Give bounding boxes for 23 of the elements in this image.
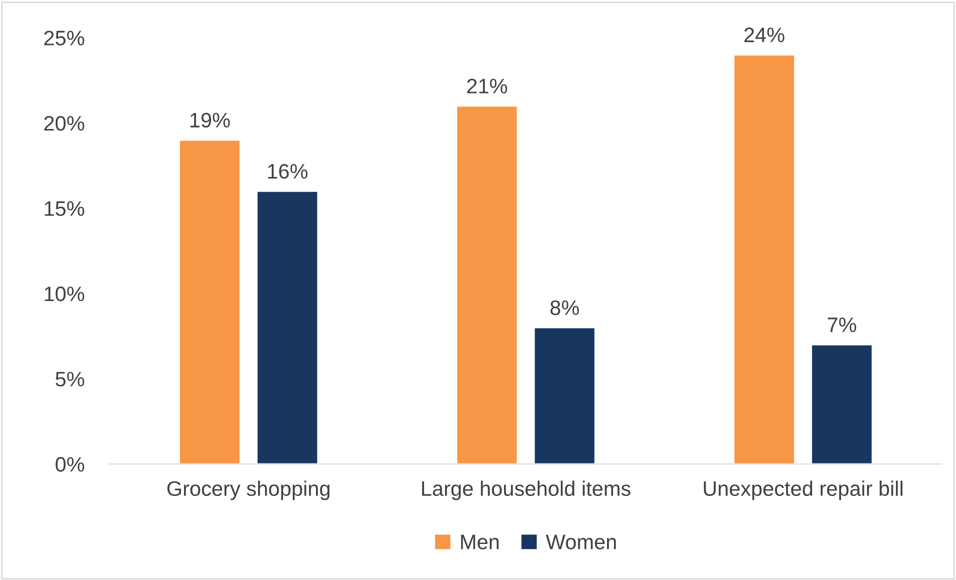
y-tick-label: 0%: [56, 457, 84, 472]
bar: [178, 139, 241, 464]
bar: [810, 344, 874, 464]
text: 8%: [550, 300, 579, 316]
text: 7%: [828, 318, 856, 332]
text: 24%: [744, 28, 784, 42]
y-tick-label: 15%: [44, 201, 84, 216]
y-tick-label: 20%: [44, 116, 84, 131]
text: 19%: [190, 112, 230, 128]
text: 21%: [467, 78, 508, 94]
bar: [533, 326, 596, 464]
y-tick-label: 5%: [56, 372, 84, 386]
text: 16%: [268, 164, 308, 179]
bar: [456, 105, 518, 464]
x-tick-label: Grocery shopping: [167, 480, 330, 500]
y-tick-label: 25%: [44, 30, 84, 46]
bar: [733, 54, 796, 464]
legend-label: Women: [546, 534, 616, 550]
bar: [256, 190, 319, 464]
x-tick-label: Unexpected repair bill: [704, 480, 902, 500]
x-tick-label: Large household items: [422, 480, 630, 500]
y-tick-label: 10%: [44, 286, 84, 302]
legend-label: Men: [461, 534, 499, 550]
